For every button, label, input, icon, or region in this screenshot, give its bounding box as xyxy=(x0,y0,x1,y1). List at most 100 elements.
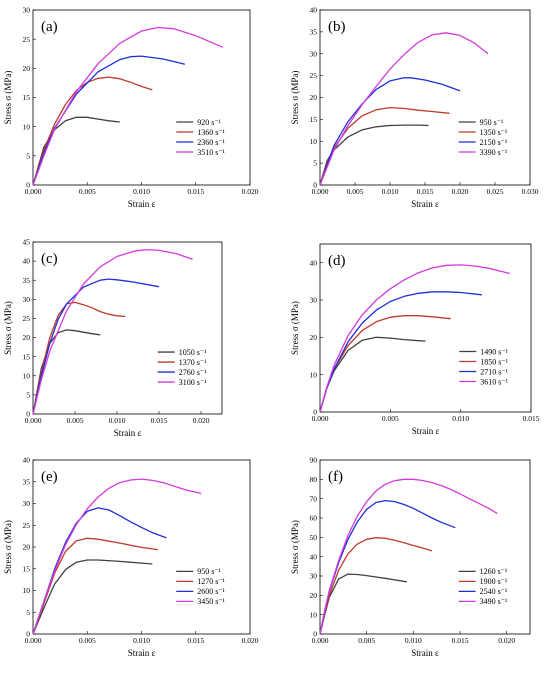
y-tick-label: 45 xyxy=(23,238,31,247)
legend-label: 2150 s⁻¹ xyxy=(480,138,508,147)
y-tick-label: 15 xyxy=(23,93,31,102)
series-line-4 xyxy=(319,478,498,635)
y-tick-label: 0 xyxy=(26,630,30,639)
y-tick-label: 15 xyxy=(23,352,31,361)
series-line-2 xyxy=(319,537,433,635)
y-tick-label: 35 xyxy=(310,27,318,36)
y-tick-label: 15 xyxy=(23,564,31,573)
x-tick-label: 0.000 xyxy=(312,414,329,423)
plot-frame xyxy=(319,9,531,186)
legend-label: 1900 s⁻¹ xyxy=(480,577,508,586)
x-tick-label: 0.000 xyxy=(25,416,42,425)
legend-label: 1260 s⁻¹ xyxy=(480,567,508,576)
plot-frame xyxy=(32,9,251,186)
series-line-1 xyxy=(319,573,407,635)
legend-label: 3390 s⁻¹ xyxy=(480,148,508,157)
y-axis-label: Stress σ (MPa) xyxy=(3,301,13,355)
x-tick-label: 0.015 xyxy=(417,187,434,196)
x-tick-label: 0.000 xyxy=(25,187,42,196)
x-axis-label: Strain ε xyxy=(128,199,156,209)
chart-panel-d: 0.000 0.005 0.010 0.015 0 10 20 30 40 Strain ε Str… xyxy=(290,243,540,436)
y-axis-label: Stress σ (MPa) xyxy=(3,71,13,125)
y-tick-label: 10 xyxy=(310,610,318,619)
y-tick-label: 10 xyxy=(23,586,31,595)
panel-label: (a) xyxy=(41,19,58,35)
x-axis-label: Strain ε xyxy=(114,428,142,438)
x-tick-label: 0.010 xyxy=(382,187,399,196)
panel-label: (c) xyxy=(41,251,58,267)
series-line-4 xyxy=(32,26,224,186)
y-tick-label: 40 xyxy=(310,552,318,561)
legend-label: 1490 s⁻¹ xyxy=(480,347,508,356)
y-tick-label: 35 xyxy=(23,276,31,285)
plot-frame xyxy=(319,243,532,413)
chart-panel-b: 0.000 0.005 0.010 0.015 0.020 0.025 0.030 0 5 10 1… xyxy=(290,6,539,209)
y-axis-label: Stress σ (MPa) xyxy=(290,71,300,125)
y-tick-label: 40 xyxy=(23,257,31,266)
series-line-4 xyxy=(319,32,489,186)
legend-label: 1050 s⁻¹ xyxy=(179,348,207,357)
legend-label: 3100 s⁻¹ xyxy=(179,378,207,387)
y-tick-label: 40 xyxy=(23,456,31,465)
x-tick-label: 0.025 xyxy=(487,187,504,196)
series-line-4 xyxy=(32,478,202,635)
series-line-3 xyxy=(319,77,461,186)
legend-label: 1350 s⁻¹ xyxy=(480,128,508,137)
panel-label: (b) xyxy=(328,19,346,35)
x-tick-label: 0.005 xyxy=(382,414,399,423)
x-tick-label: 0.010 xyxy=(133,636,150,645)
series-line-1 xyxy=(32,559,153,635)
y-tick-label: 90 xyxy=(310,456,318,465)
legend-label: 1370 s⁻¹ xyxy=(179,358,207,367)
y-tick-label: 80 xyxy=(310,475,318,484)
y-tick-label: 25 xyxy=(23,35,31,44)
y-tick-label: 0 xyxy=(26,410,30,419)
x-tick-label: 0.015 xyxy=(187,187,204,196)
x-tick-label: 0.005 xyxy=(79,187,96,196)
x-tick-label: 0.020 xyxy=(498,636,515,645)
legend-label: 3490 s⁻¹ xyxy=(480,597,508,606)
y-tick-label: 0 xyxy=(26,181,30,190)
x-tick-label: 0.015 xyxy=(187,636,204,645)
x-tick-label: 0.015 xyxy=(151,416,168,425)
chart-panel-c: 0.000 0.005 0.010 0.015 0.020 0 5 10 15 20 25 30 35 4… xyxy=(3,238,223,438)
y-tick-label: 20 xyxy=(23,64,31,73)
series-line-2 xyxy=(32,76,153,186)
x-tick-label: 0.020 xyxy=(193,416,210,425)
x-tick-label: 0.020 xyxy=(242,187,259,196)
series-line-3 xyxy=(32,55,186,186)
y-tick-label: 5 xyxy=(313,159,317,168)
y-tick-label: 5 xyxy=(26,151,30,160)
series-line-2 xyxy=(32,537,158,635)
legend-label: 3610 s⁻¹ xyxy=(480,377,508,386)
y-tick-label: 5 xyxy=(26,608,30,617)
x-axis-label: Strain ε xyxy=(411,648,439,658)
series-line-3 xyxy=(32,507,167,635)
legend-label: 3510 s⁻¹ xyxy=(197,148,225,157)
y-axis-label: Stress σ (MPa) xyxy=(290,301,300,355)
panel-label: (f) xyxy=(328,469,343,485)
series-line-3 xyxy=(319,291,482,413)
series-line-4 xyxy=(32,248,193,415)
y-tick-label: 30 xyxy=(23,499,31,508)
x-tick-label: 0.005 xyxy=(67,416,84,425)
y-tick-label: 30 xyxy=(23,6,31,15)
x-tick-label: 0.015 xyxy=(452,636,469,645)
y-tick-label: 20 xyxy=(310,93,318,102)
y-tick-label: 30 xyxy=(310,296,318,305)
chart-panel-e: 0.000 0.005 0.010 0.015 0.020 0 5 10 15 20 25 30 35 4… xyxy=(3,456,259,658)
y-tick-label: 20 xyxy=(23,543,31,552)
x-tick-label: 0.000 xyxy=(312,636,329,645)
y-axis-label: Stress σ (MPa) xyxy=(3,520,13,574)
y-tick-label: 25 xyxy=(23,314,31,323)
legend-label: 2600 s⁻¹ xyxy=(197,587,225,596)
x-tick-label: 0.010 xyxy=(109,416,126,425)
series-line-2 xyxy=(32,301,126,415)
x-tick-label: 0.005 xyxy=(358,636,375,645)
x-tick-label: 0.010 xyxy=(133,187,150,196)
y-tick-label: 20 xyxy=(310,333,318,342)
series-line-1 xyxy=(319,124,429,186)
